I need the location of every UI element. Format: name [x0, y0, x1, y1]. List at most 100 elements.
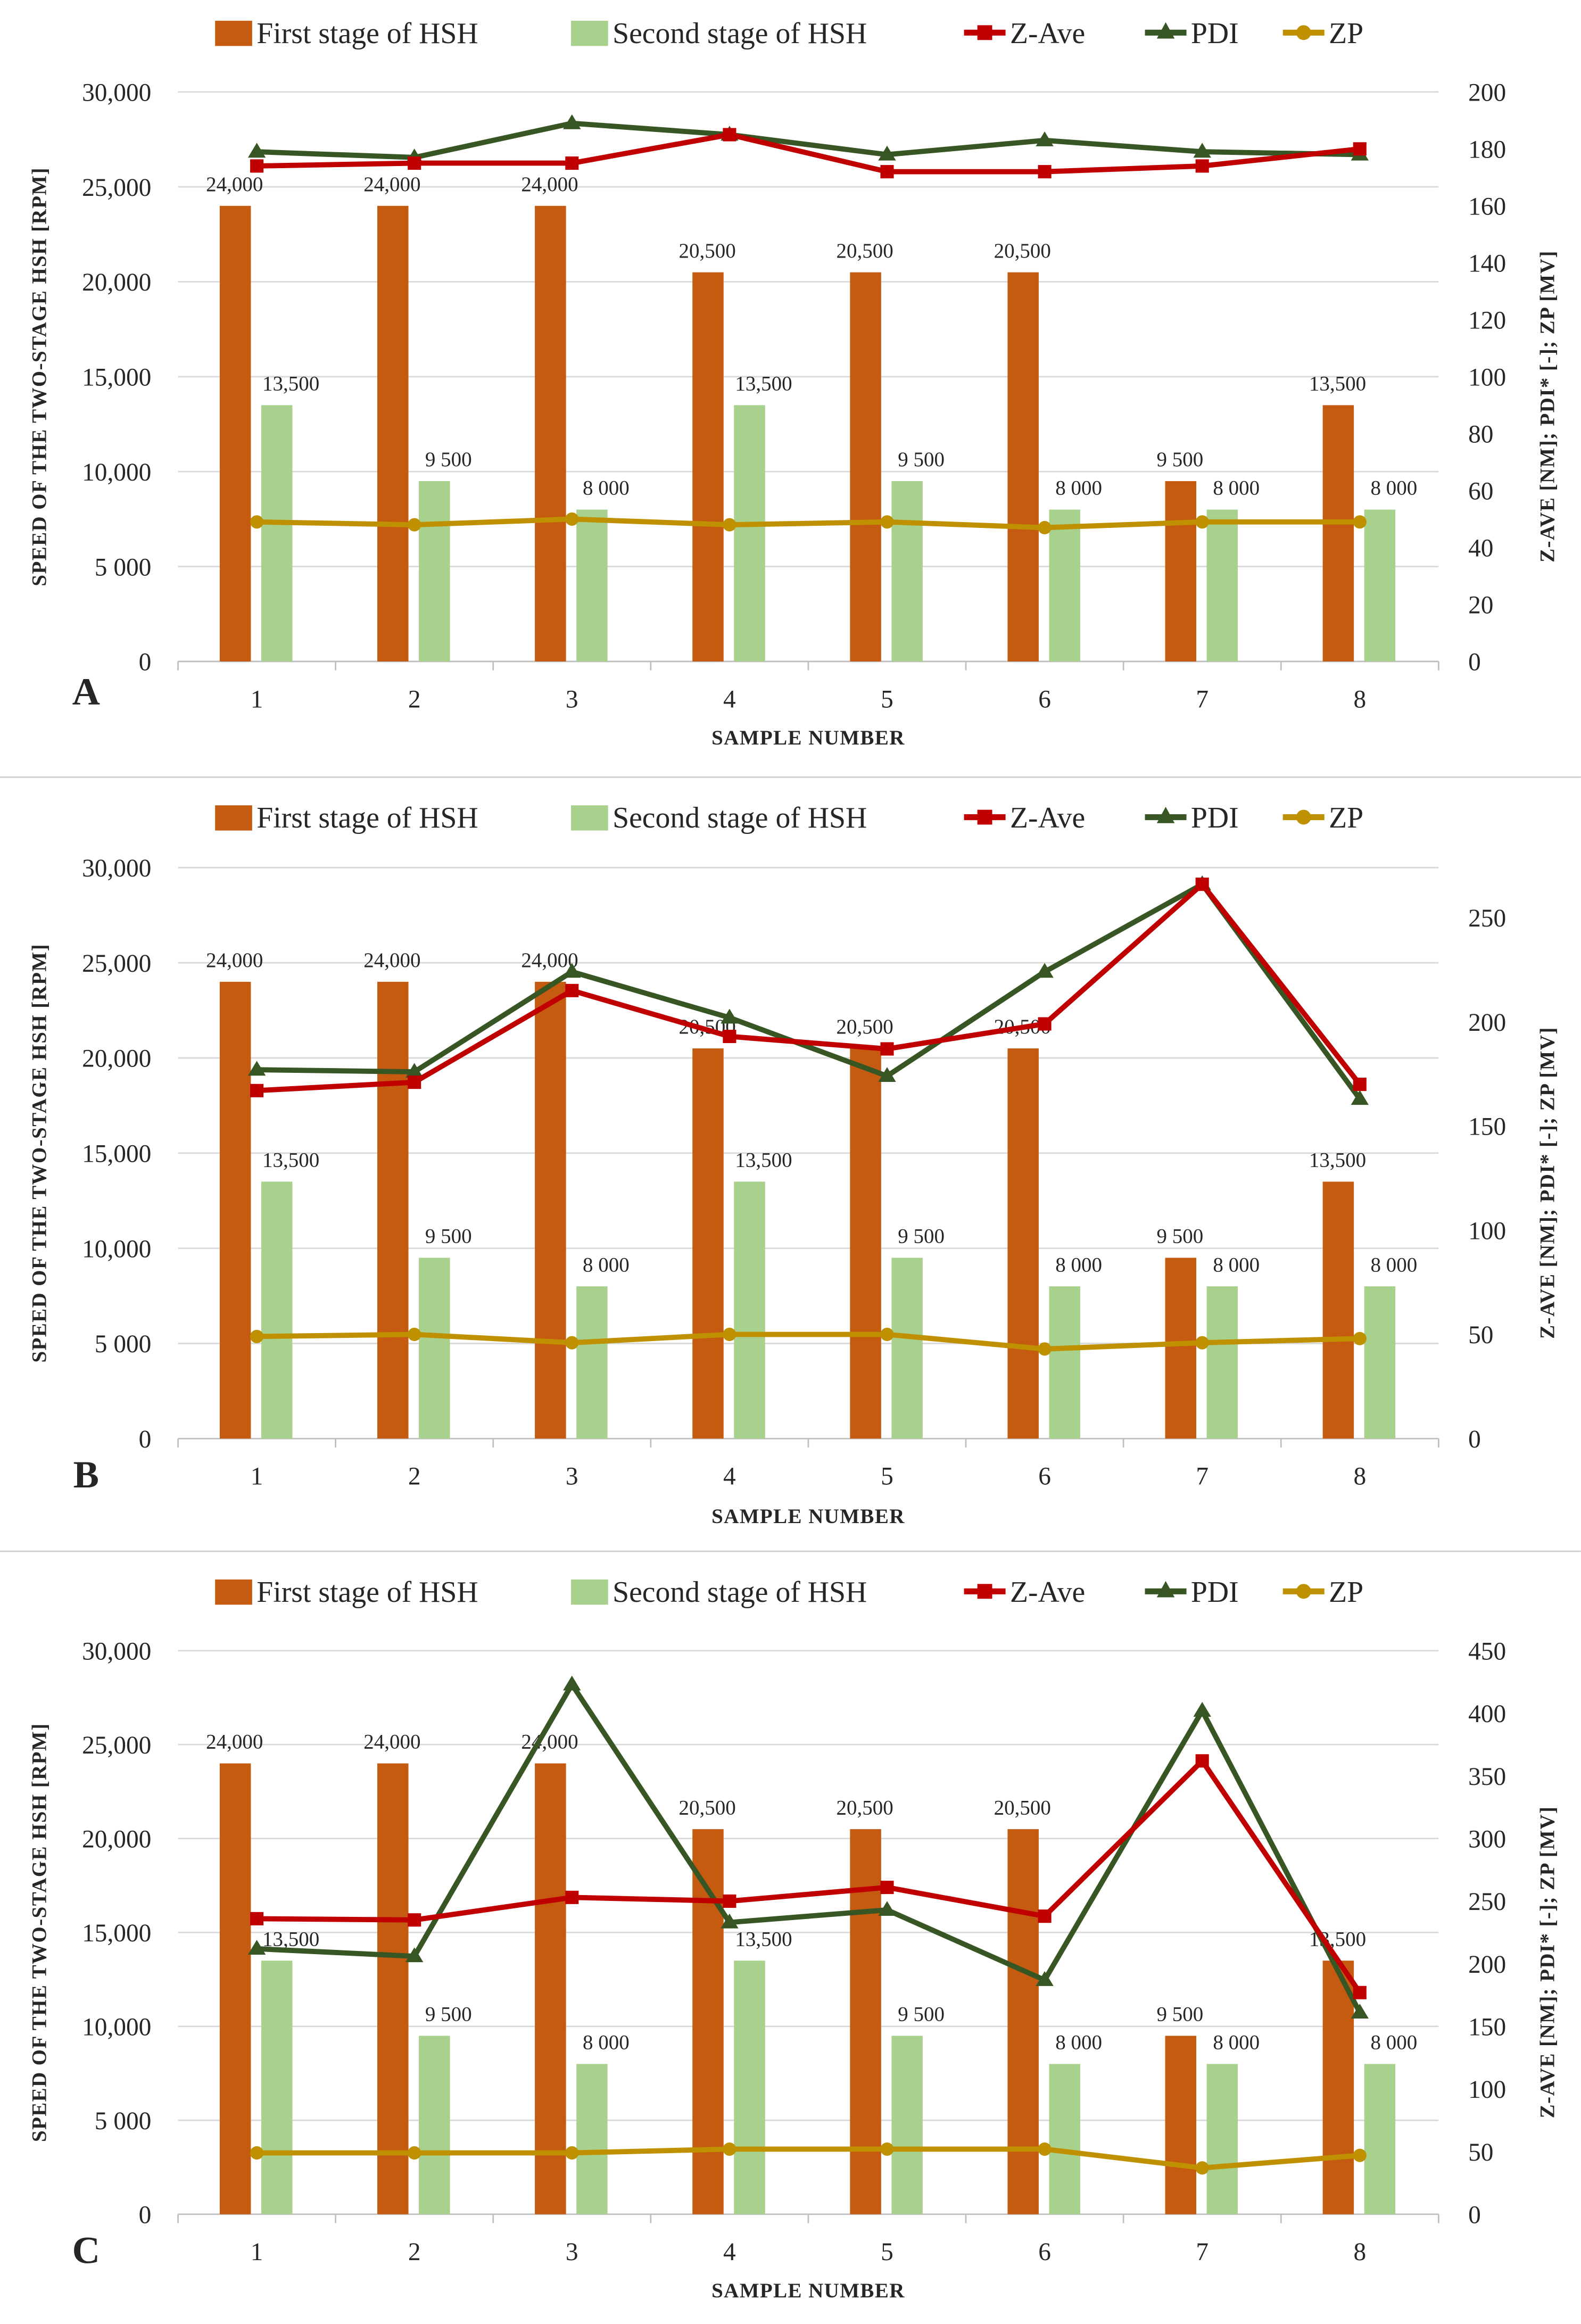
zp-marker: [1195, 515, 1209, 529]
line-pdi: [256, 1682, 1362, 2014]
zave-marker: [565, 156, 579, 170]
x-tick-label: 2: [408, 2238, 421, 2266]
zp-marker: [1038, 2142, 1052, 2156]
chart-panel-C: First stage of HSH Second stage of HSH Z-A…: [28, 1576, 1559, 2302]
zp-marker: [1038, 1342, 1052, 1356]
zave-marker: [1038, 1017, 1052, 1031]
y-tick-label: 20,000: [82, 269, 151, 296]
zp-marker: [1353, 1331, 1367, 1345]
pdi-marker: [247, 1940, 266, 1955]
y-tick-label: 0: [139, 649, 152, 676]
bar-data-label: 20,500: [837, 239, 893, 262]
x-tick-label: 7: [1196, 2238, 1208, 2266]
bar-second-stage: [891, 1258, 923, 1439]
pdi-marker: [247, 143, 266, 158]
zp-marker: [565, 1336, 579, 1350]
zave-marker: [880, 165, 894, 179]
x-tick-label: 4: [723, 2238, 736, 2266]
y-tick-label: 5 000: [95, 2107, 152, 2135]
bar-data-label: 8 000: [1055, 477, 1102, 500]
bar-data-label: 8 000: [583, 1253, 630, 1276]
bar-data-label: 8 000: [1213, 2031, 1260, 2054]
bar-data-label: 8 000: [1371, 2031, 1418, 2054]
bar-data-label: 9 500: [898, 1225, 945, 1248]
pdi-marker: [1036, 963, 1054, 978]
legend-label: Second stage of HSH: [612, 801, 867, 834]
legend: First stage of HSH Second stage of HSH Z-A…: [215, 801, 1363, 834]
legend-label: First stage of HSH: [256, 1576, 478, 1609]
bar-second-stage: [576, 2064, 608, 2214]
y2-tick-label: 200: [1468, 1009, 1506, 1037]
bar-first-stage: [1322, 405, 1354, 661]
bar-second-stage: [1049, 1286, 1080, 1439]
y-axis-title: SPEED OF THE TWO-STAGE HSH [RPM]: [28, 167, 51, 586]
y2-tick-label: 450: [1468, 1637, 1506, 1665]
bar-second-stage: [734, 405, 765, 661]
bar-first-stage: [535, 981, 566, 1439]
zp-marker: [565, 2146, 579, 2160]
x-axis-title: SAMPLE NUMBER: [711, 2279, 905, 2302]
chart-panel-A: First stage of HSH Second stage of HSH Z-A…: [28, 17, 1559, 749]
bar-data-label: 20,500: [994, 1796, 1051, 1819]
bar-data-label: 20,500: [837, 1015, 893, 1038]
y-tick-label: 10,000: [82, 2013, 151, 2041]
bar-data-label: 13,500: [262, 1928, 319, 1950]
bar-second-stage: [1206, 2064, 1238, 2214]
y2-tick-label: 400: [1468, 1700, 1506, 1728]
bar-first-stage: [1007, 1829, 1039, 2214]
y-tick-label: 15,000: [82, 1920, 151, 1947]
y2-tick-label: 300: [1468, 1825, 1506, 1853]
bar-data-label: 9 500: [1157, 2003, 1204, 2026]
y-tick-label: 5 000: [95, 553, 152, 581]
legend-marker: [1156, 807, 1175, 823]
legend-swatch: [215, 805, 252, 831]
legend-marker: [977, 809, 992, 825]
pdi-marker: [405, 1063, 424, 1078]
pdi-marker: [1036, 131, 1054, 146]
line-zave: [256, 881, 1362, 1094]
bar-first-stage: [692, 1048, 724, 1439]
y-tick-label: 30,000: [82, 1637, 151, 1665]
legend-label: PDI: [1191, 17, 1239, 50]
y-tick-label: 30,000: [82, 855, 151, 882]
y2-tick-label: 100: [1468, 1217, 1506, 1245]
bar-data-label: 9 500: [898, 448, 945, 471]
zave-marker: [1038, 1909, 1052, 1923]
legend-label: PDI: [1191, 1576, 1239, 1609]
zp-marker: [565, 512, 579, 526]
panel-label: C: [72, 2229, 100, 2272]
y2-tick-label: 0: [1468, 2201, 1481, 2229]
y-tick-label: 5 000: [95, 1330, 152, 1358]
zave-marker: [1195, 159, 1209, 173]
bar-data-label: 9 500: [425, 2003, 472, 2026]
bar-second-stage: [1049, 2064, 1080, 2214]
y2-tick-label: 40: [1468, 535, 1493, 563]
pdi-marker: [878, 1901, 896, 1916]
legend-label: Z-Ave: [1010, 17, 1085, 50]
legend-label: First stage of HSH: [256, 17, 478, 50]
zave-marker: [408, 1076, 421, 1089]
zp-marker: [250, 2146, 264, 2160]
y2-tick-label: 200: [1468, 79, 1506, 107]
legend-marker: [1156, 22, 1175, 39]
y2-tick-label: 180: [1468, 136, 1506, 164]
pdi-marker: [1351, 2004, 1369, 2019]
legend-marker: [1296, 809, 1311, 825]
y-tick-label: 25,000: [82, 950, 151, 978]
bar-second-stage: [1206, 509, 1238, 661]
zp-marker: [723, 518, 736, 532]
bar-first-stage: [692, 272, 724, 661]
legend-swatch: [215, 21, 252, 46]
pdi-marker: [405, 1947, 424, 1963]
zave-marker: [1038, 165, 1052, 179]
zp-marker: [250, 515, 264, 529]
chart-panel-B: First stage of HSH Second stage of HSH Z-A…: [28, 801, 1559, 1528]
zave-marker: [1195, 878, 1209, 891]
pdi-marker: [247, 1061, 266, 1076]
bar-data-label: 9 500: [425, 1225, 472, 1248]
x-tick-label: 6: [1038, 1463, 1051, 1491]
y2-tick-label: 50: [1468, 1321, 1493, 1349]
bar-data-label: 24,000: [206, 949, 263, 972]
pdi-marker: [721, 1913, 739, 1929]
y-tick-label: 20,000: [82, 1825, 151, 1853]
